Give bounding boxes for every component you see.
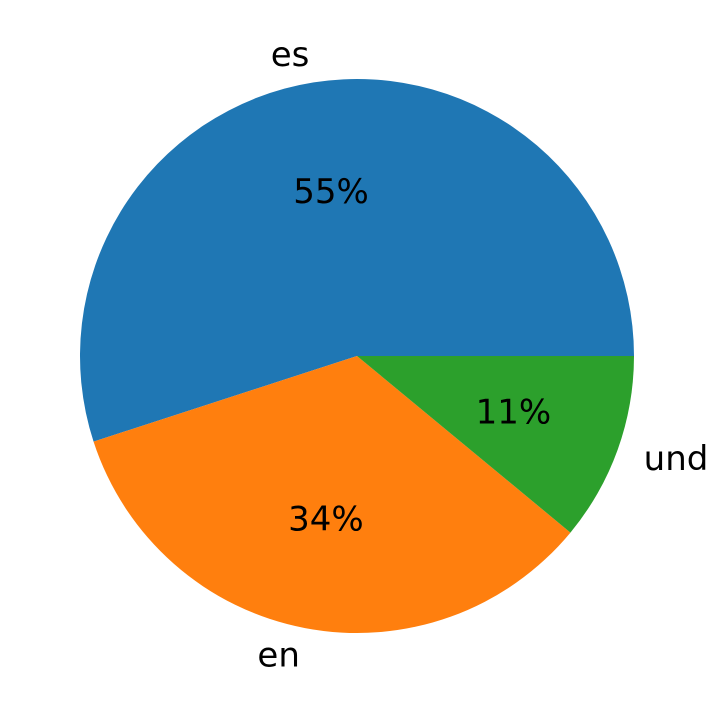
- pie-category-label-und: und: [644, 439, 709, 479]
- pie-percent-label-en: 34%: [288, 499, 364, 539]
- pie-category-label-en: en: [257, 635, 299, 675]
- pie-slice-en: [93, 356, 571, 633]
- pie-slice-es: [79, 78, 634, 442]
- pie-slices: [79, 78, 634, 633]
- pie-slice-und: [357, 356, 634, 533]
- pie-category-label-es: es: [271, 35, 310, 75]
- pie-percent-label-und: 11%: [476, 392, 552, 432]
- pie-percent-label-es: 55%: [293, 172, 369, 212]
- pie-labels: 55% es 34% en 11% und: [257, 35, 708, 675]
